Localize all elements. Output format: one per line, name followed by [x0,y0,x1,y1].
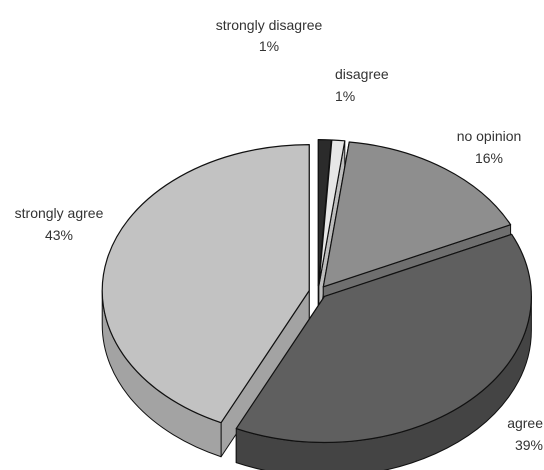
slice-value-strongly-disagree: 1% [259,38,279,54]
slice-label-disagree: disagree [335,66,389,82]
slice-value-disagree: 1% [335,88,355,104]
slice-label-strongly-agree: strongly agree [15,205,104,221]
slice-disagree [318,139,346,287]
slice-value-agree: 39% [515,437,543,453]
slice-label-no-opinion: no opinion [457,128,522,144]
slice-label-agree: agree [507,415,543,431]
slice-strongly-agree [101,144,310,424]
slice-value-no-opinion: 16% [475,150,503,166]
slice-label-strongly-disagree: strongly disagree [216,17,323,33]
slice-agree [235,233,532,444]
slice-value-strongly-agree: 43% [45,227,73,243]
pie-label-layer: strongly disagree 1% disagree 1% no opin… [15,17,544,453]
slice-no-opinion [322,141,512,288]
pie-top-layer [101,139,532,444]
